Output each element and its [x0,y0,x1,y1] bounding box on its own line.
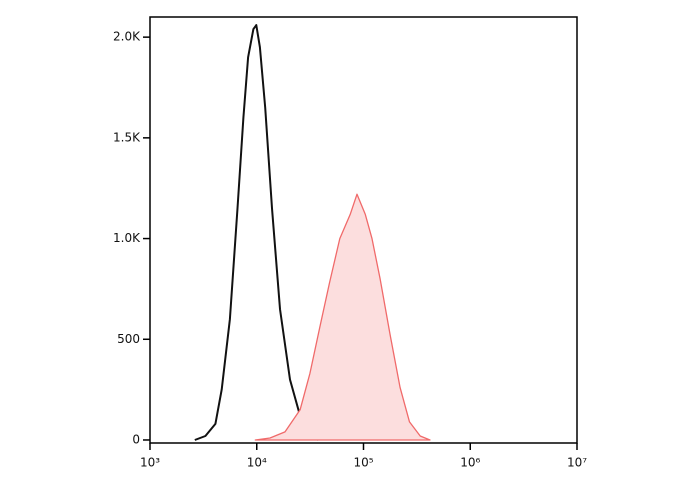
x-tick-label: 10⁶ [460,456,480,470]
x-tick-label: 10⁵ [353,456,373,470]
y-tick-label: 1.5K [113,130,141,144]
x-tick-label: 10⁷ [567,456,587,470]
y-tick-label: 2.0K [113,30,141,44]
x-tick-label: 10³ [140,456,160,470]
y-tick-label: 0 [132,432,140,446]
x-tick-label: 10⁴ [247,456,267,470]
histogram-line [194,24,319,441]
y-tick-label: 1.0K [113,231,141,245]
histogram-area [254,193,431,441]
y-tick-label: 500 [117,332,140,346]
